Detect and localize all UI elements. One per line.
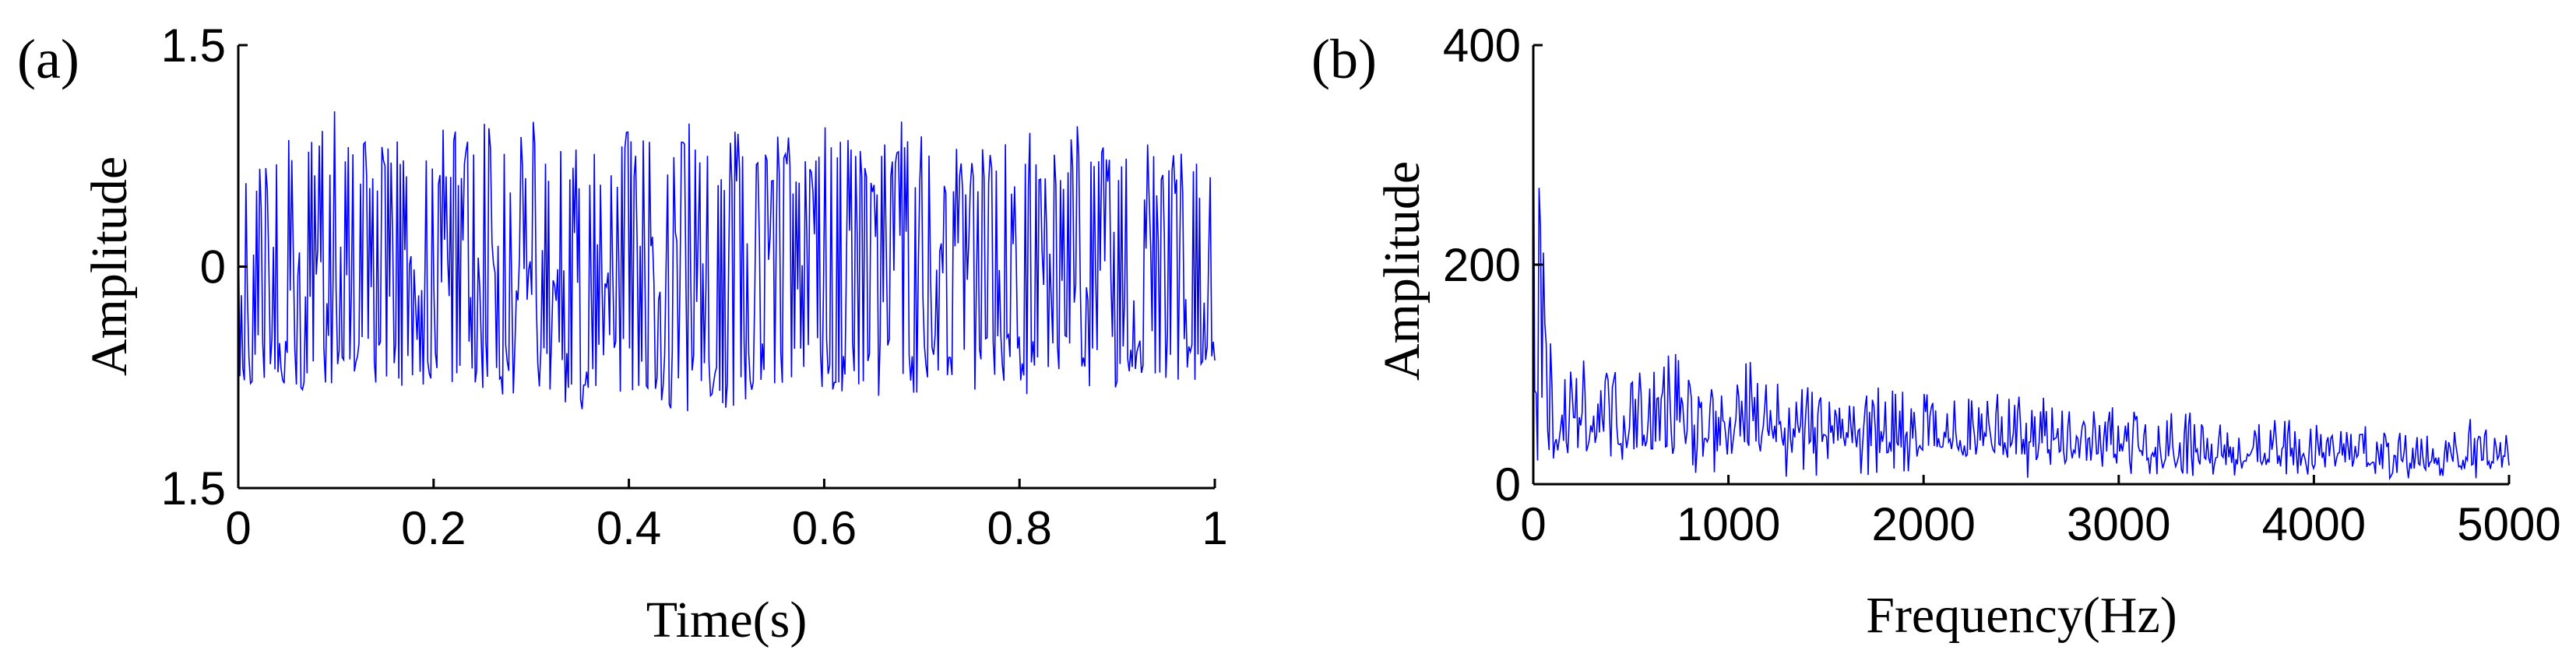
x-tick-label: 0 [225,502,251,554]
y-tick-label: 200 [1443,239,1521,291]
x-tick-label: 0.4 [596,502,661,554]
series-b [1533,56,2510,481]
panel-b: (b) 0 1000 2000 3000 4000 5000 0 200 400 Freque… [1311,19,2561,644]
series-a [238,111,1216,412]
x-axis-label-a: Time(s) [646,592,808,648]
x-tick-label: 5000 [2457,498,2560,550]
x-tick-label: 1 [1202,502,1227,554]
y-tick-label: 0 [1495,458,1521,511]
x-tick-label: 4000 [2262,498,2366,550]
x-axis-label-b: Frequency(Hz) [1866,587,2177,644]
x-tick-label: 0.6 [792,502,857,554]
x-ticks-b: 0 1000 2000 3000 4000 5000 [1520,475,2561,550]
x-ticks-a: 0 0.2 0.4 0.6 0.8 1 [225,479,1228,554]
y-tick-label: 1.5 [161,19,226,72]
y-ticks-a: 1.5 0 1.5 [161,19,248,515]
x-tick-label: 0 [1520,498,1546,550]
x-tick-label: 1000 [1677,498,1780,550]
panel-label-a: (a) [17,28,79,90]
x-tick-label: 0.2 [401,502,466,554]
y-tick-label: 0 [200,241,226,293]
panel-a: (a) 0 0.2 0.4 0.6 0.8 1 1.501.5 Time(s) Ampli… [17,19,1228,648]
panel-label-b: (b) [1311,28,1377,90]
series-line [1533,56,2510,481]
x-tick-label: 0.8 [987,502,1051,554]
y-axis-label-a: Amplitude [81,156,138,376]
x-tick-label: 2000 [1871,498,1975,550]
series-line [238,111,1216,412]
y-axis-label-b: Amplitude [1374,161,1431,381]
y-tick-label: 1.5 [161,462,226,515]
x-tick-label: 3000 [2067,498,2170,550]
y-tick-label: 400 [1443,19,1521,72]
y-ticks-b: 0 200 400 [1443,19,1543,511]
